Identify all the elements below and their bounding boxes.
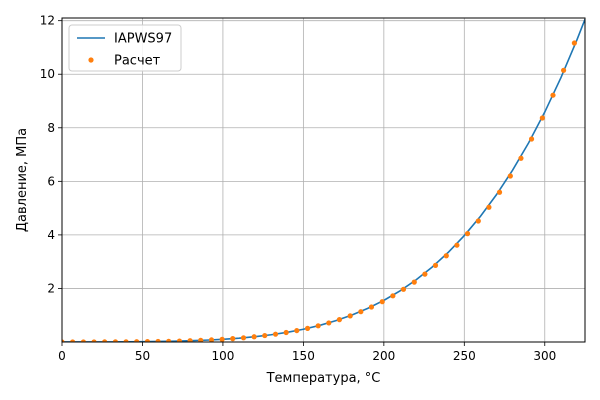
data-point [102,339,108,342]
x-tick-label: 200 [372,349,395,363]
legend-label: IAPWS97 [114,32,172,47]
data-point [230,336,236,342]
y-tick-label: 2 [47,281,55,295]
data-point [272,331,279,337]
data-point [368,304,375,310]
data-point [187,338,193,342]
data-point [422,271,428,277]
data-point [155,338,161,342]
data-point [550,92,556,98]
x-axis: 0 50 100 150 200 250 300 [58,342,556,363]
data-point [166,338,172,342]
x-tick-label: 150 [292,349,315,363]
x-tick-label: 250 [453,349,476,363]
data-point [134,339,140,342]
data-point [400,286,407,292]
data-point [144,339,151,342]
x-axis-label: Температура, °C [266,371,381,386]
x-tick-label: 0 [58,349,66,363]
data-point [539,115,545,121]
data-point [326,320,332,326]
data-point [347,313,353,319]
data-point [336,317,343,323]
data-point [283,329,289,336]
data-point [464,231,471,237]
data-point [123,339,129,342]
data-point [62,339,65,342]
data-point [251,334,257,340]
data-point [112,339,119,342]
legend-box [68,24,182,72]
data-point [443,253,449,259]
grid [61,18,585,342]
y-tick-label: 12 [40,14,55,28]
data-point [80,339,87,342]
x-tick-label: 50 [135,349,150,363]
data-point [518,155,524,161]
data-point [528,136,535,142]
legend-label: Расчет [114,54,161,69]
legend: IAPWS97 Расчет [68,24,182,72]
x-tick-label: 100 [211,349,234,363]
data-point [475,218,481,224]
data-point [208,337,215,342]
data-point [262,332,268,339]
data-point [496,189,503,195]
data-point [315,323,321,329]
data-point [560,67,567,73]
data-point [304,325,311,331]
y-axis-label: Давление, МПа [15,128,30,232]
data-point [571,40,577,46]
data-point [454,242,460,248]
data-point [219,336,225,342]
data-point [507,173,513,179]
y-tick-label: 4 [47,228,55,242]
y-tick-label: 10 [40,67,55,81]
data-point [198,337,204,342]
series-points [62,40,577,342]
data-point [70,339,76,342]
data-point [432,262,439,268]
data-point [379,299,385,305]
data-point [91,339,97,342]
data-point [240,335,247,341]
axes-frame [61,17,586,343]
legend-point-swatch [88,57,94,63]
data-point [486,204,492,210]
y-tick-label: 8 [47,121,55,135]
data-point [176,338,183,342]
data-point [294,327,300,334]
data-point [358,309,364,315]
data-point [390,293,396,299]
y-axis: 2 4 6 8 10 12 [40,14,62,295]
y-tick-label: 6 [47,174,55,188]
x-tick-label: 300 [533,349,556,363]
data-point [411,279,417,285]
